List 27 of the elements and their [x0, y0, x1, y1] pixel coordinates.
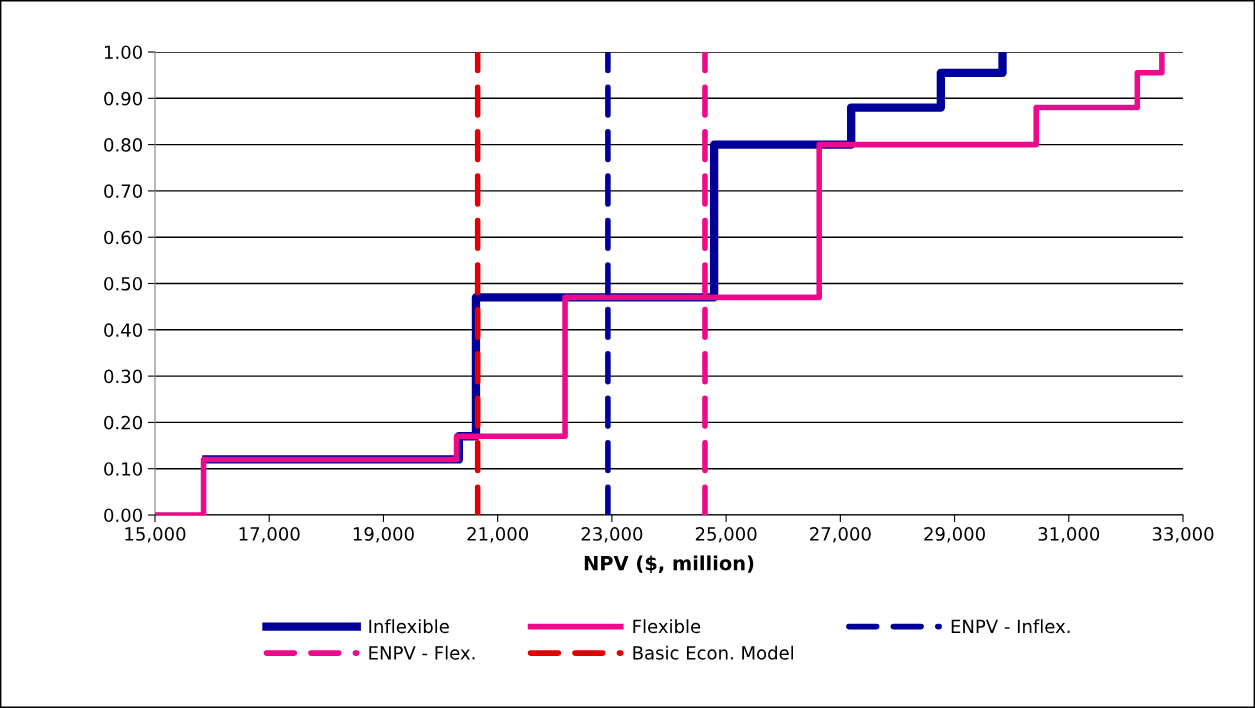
x-tick-label: 25,000	[695, 527, 757, 543]
legend-label: Flexible	[633, 619, 701, 634]
legend-label: ENPV - Inflex.	[951, 619, 1070, 634]
y-tick-label: 0.70	[104, 184, 142, 199]
y-tick-label: 0.60	[104, 230, 142, 245]
x-tick-label: 33,000	[1152, 527, 1214, 543]
y-tick-label: 0.20	[104, 415, 142, 430]
x-tick-label: 17,000	[239, 527, 300, 543]
x-tick-label: 15,000	[125, 527, 186, 543]
y-tick-label: 1.00	[104, 45, 142, 60]
x-tick-label: 27,000	[810, 527, 871, 543]
x-tick-label: 29,000	[924, 527, 985, 543]
x-axis-title: NPV ($, million)	[584, 555, 754, 574]
x-tick-label: 21,000	[467, 527, 529, 543]
legend-label: Basic Econ. Model	[633, 645, 794, 660]
x-tick-label: 23,000	[581, 527, 643, 543]
y-tick-label: 0.40	[104, 323, 142, 337]
y-tick-label: 0.00	[104, 508, 142, 523]
y-tick-label: 0.80	[104, 138, 142, 152]
y-tick-label: 0.90	[104, 91, 142, 106]
x-tick-label: 19,000	[353, 527, 414, 543]
y-tick-label: 0.50	[104, 276, 142, 291]
y-tick-label: 0.30	[104, 369, 142, 384]
x-tick-label: 31,000	[1038, 527, 1100, 543]
legend-label: Inflexible	[369, 619, 449, 634]
legend-label: ENPV - Flex.	[369, 645, 475, 660]
y-tick-label: 0.10	[104, 462, 142, 476]
